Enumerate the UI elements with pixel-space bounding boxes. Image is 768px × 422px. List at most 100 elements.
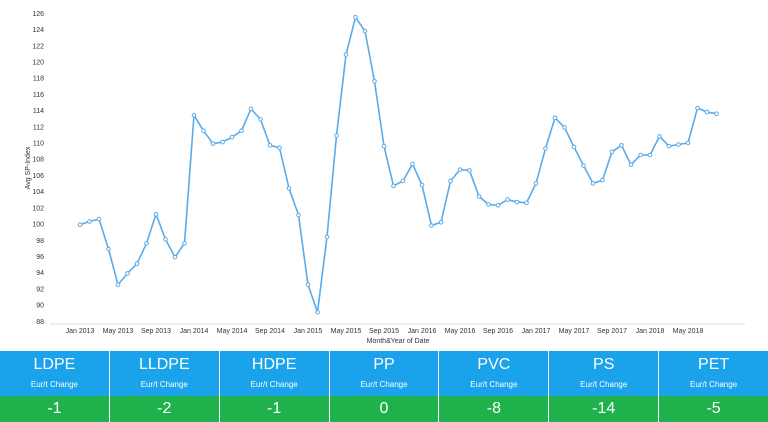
- price-column: PS Eur/t Change -14: [549, 351, 660, 422]
- price-column: PP Eur/t Change 0: [329, 351, 440, 422]
- point: [495, 202, 501, 208]
- y-tick-label: 112: [33, 124, 44, 131]
- point: [334, 133, 339, 138]
- y-tick-label: 96: [36, 254, 44, 261]
- point: [353, 14, 358, 20]
- column-header: HDPE Eur/t Change: [219, 351, 329, 396]
- point: [324, 234, 330, 240]
- point: [229, 134, 235, 140]
- point: [562, 125, 567, 130]
- point: [657, 134, 662, 139]
- point: [182, 241, 187, 246]
- change-value: -1: [219, 396, 329, 422]
- point: [172, 254, 178, 260]
- price-column: PET Eur/t Change -5: [659, 351, 768, 422]
- point: [476, 194, 482, 199]
- x-tick-label: Jan 2018: [636, 328, 665, 335]
- point: [647, 152, 653, 158]
- line: [79, 15, 717, 313]
- change-value: -2: [109, 396, 219, 422]
- x-tick-label: Jan 2016: [408, 328, 437, 335]
- polymer-name: LLDPE: [138, 356, 190, 373]
- point: [609, 149, 615, 155]
- point: [106, 246, 111, 252]
- point: [581, 163, 586, 168]
- y-tick-label: 124: [32, 27, 44, 34]
- point: [590, 181, 596, 186]
- point: [619, 143, 624, 148]
- x-tick-label: May 2016: [445, 328, 476, 335]
- x-tick-label: May 2015: [331, 328, 362, 335]
- y-axis-title: Avg SP-Index: [25, 146, 32, 189]
- y-tick-label: 120: [32, 59, 44, 66]
- y-tick-label: 106: [32, 173, 44, 180]
- point: [505, 197, 510, 202]
- point: [125, 271, 130, 276]
- x-tick-label: Jan 2014: [180, 328, 209, 335]
- column-header: LDPE Eur/t Change: [0, 351, 109, 396]
- y-tick-label: 108: [32, 157, 44, 164]
- x-tick-label: May 2018: [673, 328, 704, 335]
- y-tick-label: 104: [32, 189, 44, 196]
- x-tick-label: Jan 2017: [522, 328, 551, 335]
- y-tick-label: 118: [33, 76, 44, 83]
- point: [191, 113, 197, 118]
- point: [210, 141, 216, 146]
- change-value: -5: [659, 396, 768, 422]
- point: [419, 182, 425, 188]
- x-tick-label: May 2014: [217, 328, 248, 335]
- point: [134, 261, 140, 266]
- x-tick-label: May 2017: [559, 328, 590, 335]
- price-column: HDPE Eur/t Change -1: [219, 351, 330, 422]
- change-unit: Eur/t Change: [580, 380, 628, 389]
- point: [467, 168, 472, 173]
- y-tick-label: 126: [32, 11, 44, 18]
- change-unit: Eur/t Change: [690, 380, 738, 389]
- x-axis-title: Month&Year of Date: [367, 338, 430, 345]
- change-unit: Eur/t Change: [30, 380, 78, 389]
- change-unit: Eur/t Change: [470, 380, 518, 389]
- point: [362, 28, 368, 34]
- price-column: PVC Eur/t Change -8: [439, 351, 550, 422]
- column-header: PP Eur/t Change: [329, 351, 439, 396]
- point: [695, 105, 700, 111]
- point: [457, 167, 463, 172]
- point: [296, 212, 301, 218]
- point: [600, 177, 605, 183]
- point: [239, 128, 244, 134]
- x-tick-label: Sep 2017: [597, 328, 627, 335]
- point: [258, 117, 263, 122]
- point: [77, 222, 83, 228]
- price-change-strip: LDPE Eur/t Change -1 LLDPE Eur/t Change -2 HDP…: [0, 351, 768, 422]
- y-tick-label: 92: [36, 286, 44, 293]
- polymer-name: PS: [593, 356, 615, 373]
- change-unit: Eur/t Change: [360, 380, 408, 389]
- y-tick-label: 116: [33, 92, 44, 99]
- polymer-name: PET: [698, 356, 730, 373]
- price-column: LDPE Eur/t Change -1: [0, 351, 110, 422]
- point: [638, 152, 643, 158]
- chart: Avg SP-Index Month&Year of Date 88 90 92 94…: [25, 11, 745, 345]
- change-value: -1: [0, 396, 109, 422]
- column-header: PVC Eur/t Change: [439, 351, 549, 396]
- y-tick-label: 102: [32, 205, 44, 212]
- point: [714, 111, 719, 116]
- change-value: -8: [439, 396, 549, 422]
- change-unit: Eur/t Change: [250, 380, 298, 389]
- y-tick-label: 110: [33, 141, 44, 148]
- point: [552, 115, 558, 121]
- polymer-name: PVC: [477, 356, 511, 373]
- y-tick-label: 100: [32, 222, 44, 229]
- point: [343, 52, 349, 57]
- point: [315, 309, 320, 315]
- column-header: PET Eur/t Change: [659, 351, 768, 396]
- point: [429, 223, 434, 228]
- x-tick-label: Sep 2015: [369, 328, 399, 335]
- point: [201, 128, 206, 134]
- column-header: LLDPE Eur/t Change: [109, 351, 219, 396]
- x-tick-label: Sep 2013: [141, 328, 171, 335]
- y-tick-label: 98: [36, 238, 44, 245]
- y-tick-label: 122: [32, 43, 44, 50]
- point: [685, 140, 691, 146]
